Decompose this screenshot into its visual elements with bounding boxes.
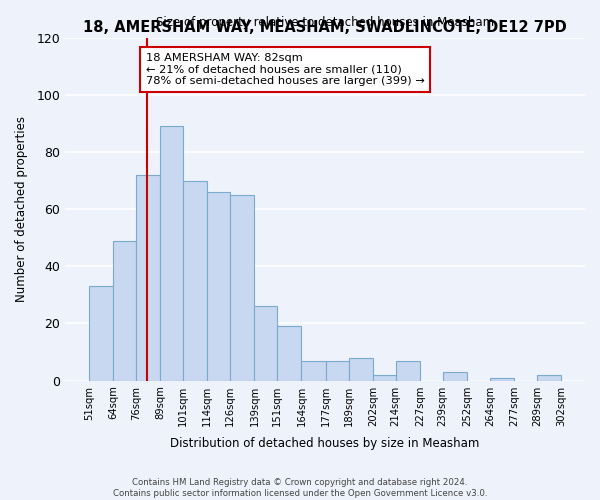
Bar: [443, 372, 467, 380]
Bar: [490, 378, 514, 380]
Bar: [254, 306, 277, 380]
Bar: [160, 126, 183, 380]
Bar: [395, 360, 420, 380]
Bar: [349, 358, 373, 380]
Bar: [537, 375, 562, 380]
Title: 18, AMERSHAM WAY, MEASHAM, SWADLINCOTE, DE12 7PD: 18, AMERSHAM WAY, MEASHAM, SWADLINCOTE, …: [83, 20, 567, 35]
Bar: [89, 286, 113, 380]
Bar: [113, 240, 136, 380]
Bar: [301, 360, 326, 380]
Bar: [326, 360, 349, 380]
Text: 18 AMERSHAM WAY: 82sqm
← 21% of detached houses are smaller (110)
78% of semi-de: 18 AMERSHAM WAY: 82sqm ← 21% of detached…: [146, 53, 424, 86]
Bar: [373, 375, 395, 380]
Bar: [136, 175, 160, 380]
Text: Contains HM Land Registry data © Crown copyright and database right 2024.
Contai: Contains HM Land Registry data © Crown c…: [113, 478, 487, 498]
Bar: [183, 180, 208, 380]
X-axis label: Distribution of detached houses by size in Measham: Distribution of detached houses by size …: [170, 437, 480, 450]
Text: Size of property relative to detached houses in Measham: Size of property relative to detached ho…: [156, 16, 494, 29]
Bar: [208, 192, 230, 380]
Bar: [230, 195, 254, 380]
Bar: [277, 326, 301, 380]
Y-axis label: Number of detached properties: Number of detached properties: [15, 116, 28, 302]
